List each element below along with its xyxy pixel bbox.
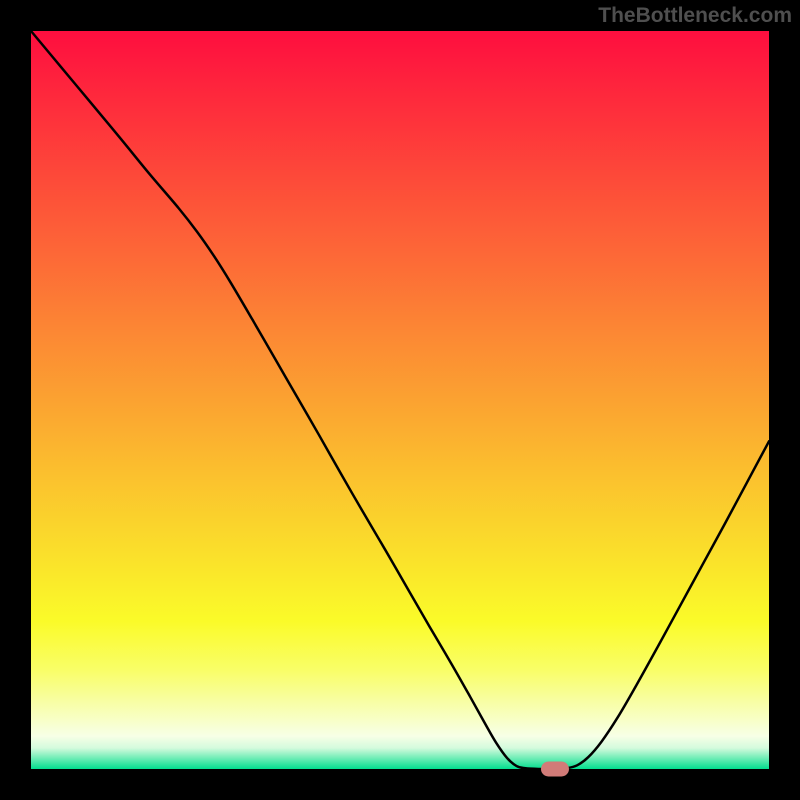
watermark-text: TheBottleneck.com — [598, 4, 792, 28]
plot-gradient-background — [31, 31, 769, 769]
optimal-marker — [541, 762, 569, 777]
bottleneck-chart — [0, 0, 800, 800]
